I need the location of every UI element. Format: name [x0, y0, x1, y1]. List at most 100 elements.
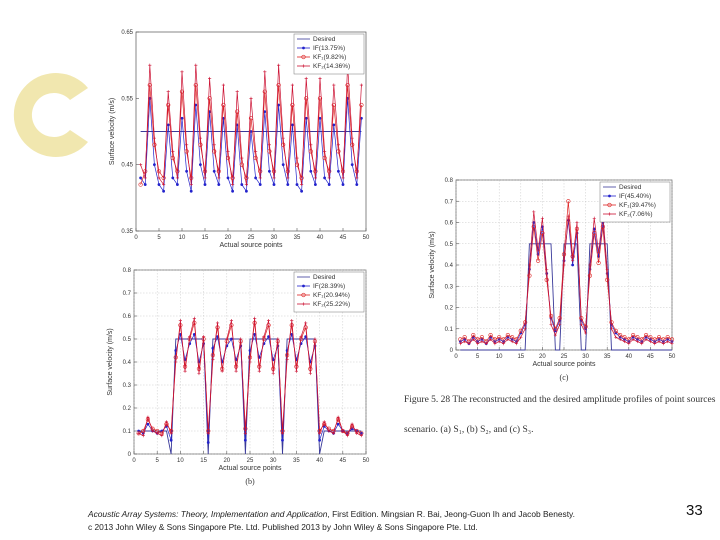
data-point: [276, 82, 281, 88]
data-point: [341, 183, 345, 186]
y-tick-label: 0.1: [123, 429, 132, 435]
data-point: [157, 183, 161, 186]
data-point: [276, 337, 280, 341]
y-tick-label: 0.2: [445, 306, 454, 312]
data-point: [467, 342, 471, 346]
data-point: [300, 189, 303, 193]
data-point: [281, 438, 284, 442]
data-point: [359, 83, 363, 87]
series-b-0-line: [138, 338, 362, 455]
footer-citation: Acoustic Array Systems: Theory, Implemen…: [88, 508, 678, 534]
data-point: [138, 182, 143, 187]
data-point: [286, 176, 290, 180]
y-tick-label: 0.45: [121, 163, 133, 169]
data-point: [206, 431, 210, 435]
data-point: [309, 143, 313, 147]
data-point: [332, 123, 336, 127]
x-tick-label: 25: [247, 458, 254, 464]
data-point: [212, 143, 216, 147]
data-point: [221, 102, 226, 108]
data-point: [212, 169, 216, 173]
y-tick-label: 0.6: [123, 314, 132, 320]
caption-line-1: Figure 5. 28 The reconstructed and the d…: [404, 395, 716, 405]
legend-label: IF(28.39%): [313, 283, 345, 290]
legend-marker: [302, 46, 305, 50]
data-point: [248, 360, 252, 364]
data-point: [240, 156, 244, 160]
footer-authors: , First Edition. Mingsian R. Bai, Jeong-…: [327, 509, 575, 519]
data-point: [540, 216, 544, 220]
data-point: [359, 102, 364, 108]
data-point: [609, 327, 614, 331]
data-point: [553, 333, 557, 337]
data-point: [657, 339, 661, 344]
data-point: [584, 331, 588, 335]
x-axis-label-c: Actual source points: [532, 361, 596, 368]
data-point: [268, 169, 271, 173]
y-tick-label: 0.4: [445, 263, 454, 269]
data-point: [143, 176, 147, 180]
data-point: [536, 248, 540, 252]
data-point: [211, 358, 215, 362]
data-point: [355, 176, 359, 180]
data-point: [152, 142, 157, 147]
data-point: [519, 335, 523, 339]
x-tick-label: 30: [271, 235, 278, 241]
x-tick-label: 0: [134, 235, 138, 241]
x-tick-label: 15: [200, 458, 207, 464]
data-point: [622, 335, 627, 340]
data-point: [322, 155, 327, 161]
data-point: [229, 319, 234, 323]
data-point: [661, 342, 665, 346]
data-point: [178, 319, 182, 323]
data-point: [304, 116, 308, 120]
y-tick-label: 0.55: [121, 96, 133, 102]
data-point: [299, 335, 303, 339]
legend-marker: [301, 54, 306, 60]
data-point: [613, 328, 618, 333]
x-tick-label: 35: [293, 458, 300, 464]
data-point: [290, 319, 294, 323]
y-tick-label: 0.5: [445, 242, 454, 248]
data-point: [141, 434, 145, 438]
data-point: [166, 90, 170, 94]
legend-label: KF₂(14.36%): [313, 63, 350, 70]
data-point: [263, 70, 267, 74]
data-point: [217, 176, 221, 180]
data-point: [596, 260, 601, 265]
data-point: [156, 169, 162, 174]
x-tick-label: 10: [177, 458, 184, 464]
data-point: [166, 102, 171, 108]
x-tick-label: 50: [363, 458, 370, 464]
series-c-3-line: [460, 211, 673, 345]
data-point: [304, 96, 309, 101]
data-point: [648, 339, 652, 344]
data-point: [175, 176, 179, 180]
y-tick-label: 0.3: [445, 284, 454, 290]
data-point: [231, 182, 235, 187]
chart-b: 0 5 10 15 20 25 30 35 40 45 50 0 0.1 0.2 0.3 0.4 0.5 0.6 0…: [107, 268, 370, 486]
data-point: [308, 371, 312, 376]
x-tick-label: 45: [339, 458, 346, 464]
data-point: [254, 176, 257, 180]
data-point: [185, 143, 189, 147]
data-point: [493, 342, 497, 346]
data-point: [179, 89, 185, 94]
data-point: [192, 316, 196, 320]
y-tick-label: 0: [128, 452, 132, 458]
data-point: [592, 216, 596, 220]
data-point: [518, 328, 523, 333]
y-tick-label: 0.8: [123, 268, 132, 274]
data-point: [266, 319, 271, 323]
data-point: [336, 415, 340, 419]
data-point: [208, 76, 212, 81]
x-tick-label: 30: [270, 458, 277, 464]
caption-line-2: scenario. (a) S₁, (b) S₂, and (c) S₃.: [404, 425, 534, 435]
data-point: [225, 155, 231, 161]
data-point: [600, 224, 605, 229]
data-point: [626, 337, 631, 342]
data-point: [193, 82, 198, 88]
chart-a: 0 5 10 15 20 25 30 35 40 45 50 0.35 0.45 0.55 0.65 Desi…: [109, 30, 370, 249]
data-point: [143, 183, 147, 186]
data-point: [479, 335, 485, 340]
